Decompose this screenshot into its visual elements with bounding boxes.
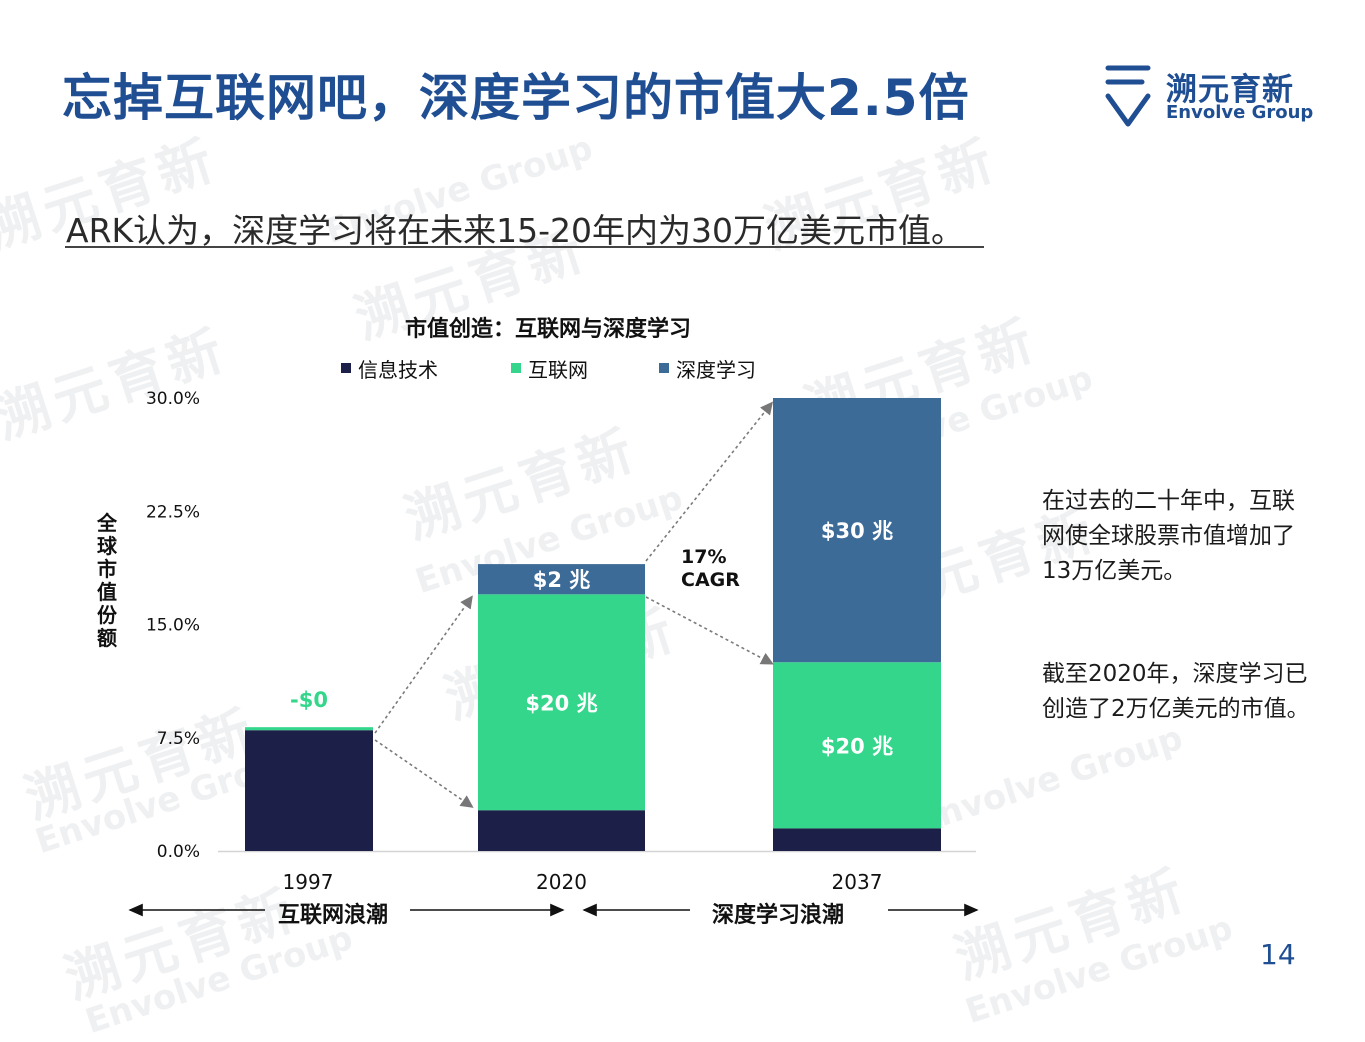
logo-mark-icon [1105, 65, 1151, 127]
bar-segment [478, 594, 645, 811]
chart-legend: 信息技术 互联网 深度学习 [341, 358, 756, 382]
era-label: 互联网浪潮 [278, 902, 388, 928]
era-label: 深度学习浪潮 [712, 902, 844, 928]
x-axis: 1997 2020 2037 [283, 870, 883, 894]
y-axis-label: 全球市值份额 [96, 511, 118, 650]
y-axis: 30.0% 22.5% 15.0% 7.5% 0.0% [146, 389, 200, 862]
growth-arrow [645, 596, 774, 665]
bar-segment [245, 730, 373, 851]
legend-label: 深度学习 [676, 358, 756, 382]
bar-value-label: -$0 [290, 688, 328, 712]
x-tick-label: 1997 [283, 870, 334, 894]
bar-segment [478, 810, 645, 851]
legend-swatch [659, 363, 669, 373]
bar-segment [773, 828, 941, 851]
page-number: 14 [1260, 938, 1296, 971]
growth-arrow [374, 739, 474, 808]
bar-value-label: $2 兆 [533, 568, 591, 592]
growth-arrow [645, 401, 773, 562]
bar-value-label: $20 兆 [525, 691, 597, 715]
subtitle-underline [65, 246, 984, 248]
bar-value-label: $30 兆 [821, 519, 893, 543]
y-tick-label: 30.0% [146, 389, 200, 409]
bar-segment [478, 564, 645, 595]
brand-logo: 溯元育新 Envolve Group [1104, 62, 1313, 132]
logo-en-text: Envolve Group [1166, 102, 1314, 123]
x-tick-label: 2037 [832, 870, 883, 894]
note-internet: 在过去的二十年中，互联网使全球股票市值增加了13万亿美元。 [1042, 488, 1295, 584]
bars: -$0 $20 兆 $2 兆 $20 兆 $30 兆 [218, 398, 976, 853]
bar-segment [773, 398, 941, 663]
y-tick-label: 15.0% [146, 616, 200, 636]
legend-swatch [511, 363, 521, 373]
growth-connectors [374, 401, 774, 808]
page-title: 忘掉互联网吧，深度学习的市值大2.5倍 [62, 69, 970, 127]
legend-label: 互联网 [528, 358, 588, 382]
subtitle: ARK认为，深度学习将在未来15-20年内为30万亿美元市值。 [66, 211, 965, 250]
note-deep-learning: 截至2020年，深度学习已创造了2万亿美元的市值。 [1042, 661, 1310, 722]
y-tick-label: 22.5% [146, 502, 200, 522]
y-tick-label: 7.5% [157, 729, 200, 749]
chart-title: 市值创造：互联网与深度学习 [405, 316, 691, 342]
growth-arrow [374, 595, 473, 734]
cagr-rate: 17% [681, 546, 726, 568]
y-tick-label: 0.0% [157, 842, 200, 862]
era-timeline: 互联网浪潮 深度学习浪潮 [128, 902, 979, 928]
x-tick-label: 2020 [536, 870, 587, 894]
legend-label: 信息技术 [358, 358, 438, 382]
logo-cn-text: 溯元育新 [1166, 72, 1294, 108]
bar-value-label: $20 兆 [821, 734, 893, 758]
cagr-label: CAGR [681, 569, 740, 591]
bar-segment [773, 662, 941, 829]
bar-segment [245, 727, 373, 731]
legend-swatch [341, 363, 351, 373]
